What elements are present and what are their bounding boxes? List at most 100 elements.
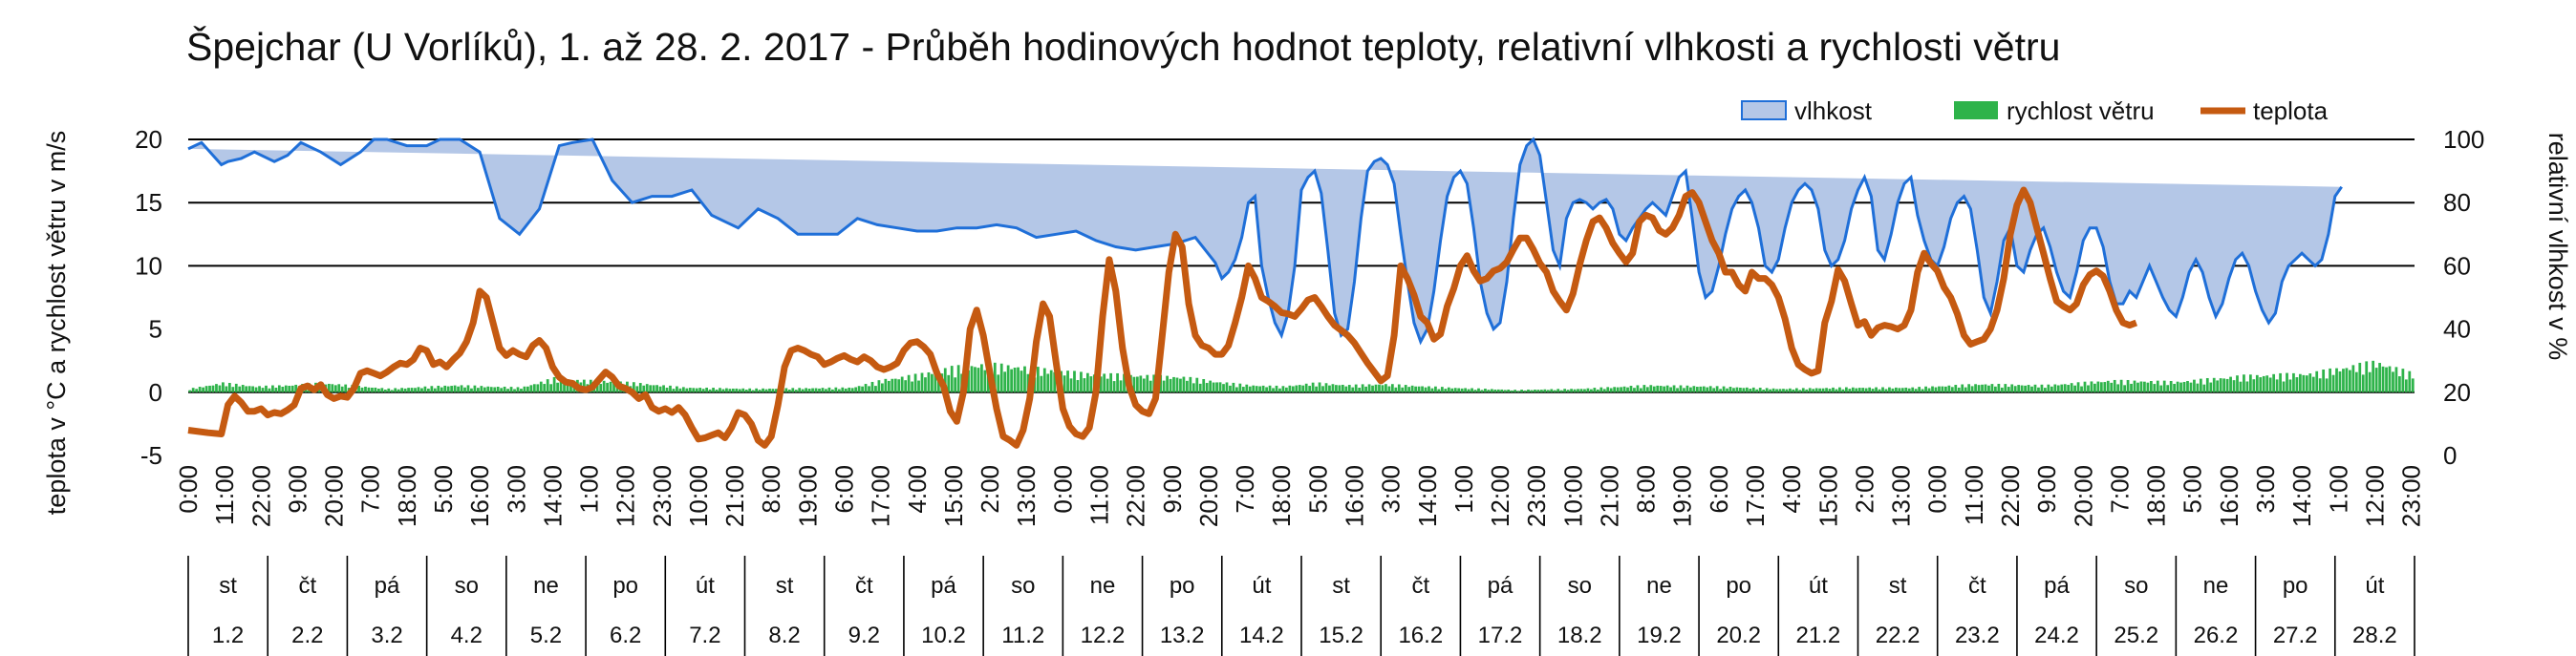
wind-bar [1794, 388, 1798, 392]
wind-bar [887, 380, 891, 392]
wind-bar [884, 378, 888, 392]
wind-bar [2199, 378, 2202, 392]
wind-bar [1010, 369, 1013, 392]
wind-bar [552, 376, 556, 392]
right-tick-label: 100 [2443, 125, 2484, 154]
wind-bar [1539, 390, 1543, 392]
wind-bar [380, 388, 384, 392]
wind-bar [1225, 382, 1229, 392]
wind-bar [1990, 384, 1994, 392]
wind-bar [234, 383, 238, 392]
wind-bar [1559, 390, 1563, 392]
right-tick-label: 20 [2443, 378, 2471, 407]
wind-bar [1321, 386, 1324, 392]
wind-bar [1801, 388, 1805, 392]
wind-bar [924, 377, 927, 392]
humidity-area [188, 139, 2342, 342]
wind-bar [2113, 379, 2116, 392]
wind-bar [1453, 388, 1457, 392]
time-tick-label: 2:00 [976, 465, 1004, 514]
wind-bar [2080, 386, 2083, 392]
left-tick-label: 0 [149, 378, 162, 407]
wind-bar [1487, 390, 1491, 392]
time-tick-label: 20:00 [1194, 465, 1223, 527]
time-tick-label: 21:00 [720, 465, 749, 527]
wind-bar [1894, 387, 1898, 392]
wind-bar [2282, 381, 2286, 392]
wind-bar [2176, 381, 2179, 392]
wind-bar [638, 383, 642, 392]
wind-bar [1835, 389, 1838, 392]
wind-bar [414, 388, 417, 392]
wind-bar [2000, 387, 2004, 392]
wind-bar [2298, 373, 2302, 392]
time-tick-label: 16:00 [465, 465, 494, 527]
wind-bar [1527, 389, 1530, 392]
wind-bar [1311, 382, 1315, 392]
wind-bar [2394, 367, 2398, 392]
wind-bar [1182, 376, 1186, 392]
wind-bar [1291, 386, 1295, 392]
wind-bar [2044, 388, 2047, 392]
time-tick-label: 7:00 [2105, 465, 2134, 514]
wind-bar [2146, 382, 2150, 392]
wind-bar [2219, 378, 2222, 392]
wind-bar [1235, 387, 1238, 392]
wind-bar [1410, 385, 1414, 392]
wind-bar [943, 368, 947, 392]
wind-bar [582, 379, 586, 392]
wind-bar [794, 390, 798, 392]
wind-bar [1715, 386, 1719, 392]
wind-bar [1692, 386, 1696, 392]
wind-bar [1099, 376, 1103, 392]
wind-bar [1938, 386, 1941, 392]
wind-bar [1828, 389, 1832, 392]
wind-bar [1652, 386, 1656, 392]
wind-bar [1430, 388, 1434, 392]
weekday-label: po [1726, 573, 1751, 599]
wind-bar [913, 373, 917, 392]
wind-bar [1464, 388, 1468, 392]
wind-bar [708, 389, 712, 392]
wind-bar [2342, 369, 2345, 392]
wind-bar [1566, 390, 1570, 392]
wind-bar [2315, 370, 2319, 392]
wind-bar [1814, 388, 1818, 392]
wind-bar [2401, 369, 2405, 392]
wind-bar [225, 386, 228, 392]
wind-bar [1390, 384, 1394, 392]
wind-bar [632, 382, 635, 392]
wind-bar [417, 387, 420, 392]
wind-bar [1169, 378, 1172, 392]
wind-bar [2093, 383, 2096, 392]
wind-bar [1931, 386, 1934, 392]
wind-bar [1447, 387, 1450, 392]
wind-bar [1900, 388, 1904, 392]
time-tick-label: 7:00 [1231, 465, 1259, 514]
wind-bar [599, 384, 603, 392]
wind-bar [2361, 374, 2365, 392]
wind-bar [1626, 387, 1629, 392]
wind-bar [1728, 387, 1732, 392]
wind-bar [850, 388, 854, 392]
wind-bar [1974, 384, 1977, 392]
wind-bar [1417, 386, 1421, 392]
time-tick-label: 11:00 [1085, 465, 1114, 525]
time-tick-label: 23:00 [1522, 465, 1551, 527]
wind-bar [1821, 388, 1825, 392]
wind-bar [2017, 385, 2021, 392]
wind-bar [2354, 371, 2358, 392]
weekday-label: so [1568, 573, 1592, 599]
wind-bar [1620, 387, 1622, 392]
wind-bar [2193, 379, 2196, 392]
wind-bar [1665, 385, 1669, 392]
wind-bar [523, 386, 526, 392]
wind-bar [900, 376, 904, 392]
wind-bar [1085, 372, 1089, 392]
wind-bar [1871, 389, 1875, 392]
wind-bar [1053, 371, 1057, 392]
wind-bar [1500, 389, 1504, 392]
wind-bar [2272, 373, 2276, 392]
wind-bar [1437, 389, 1441, 392]
wind-bar [1205, 383, 1209, 392]
